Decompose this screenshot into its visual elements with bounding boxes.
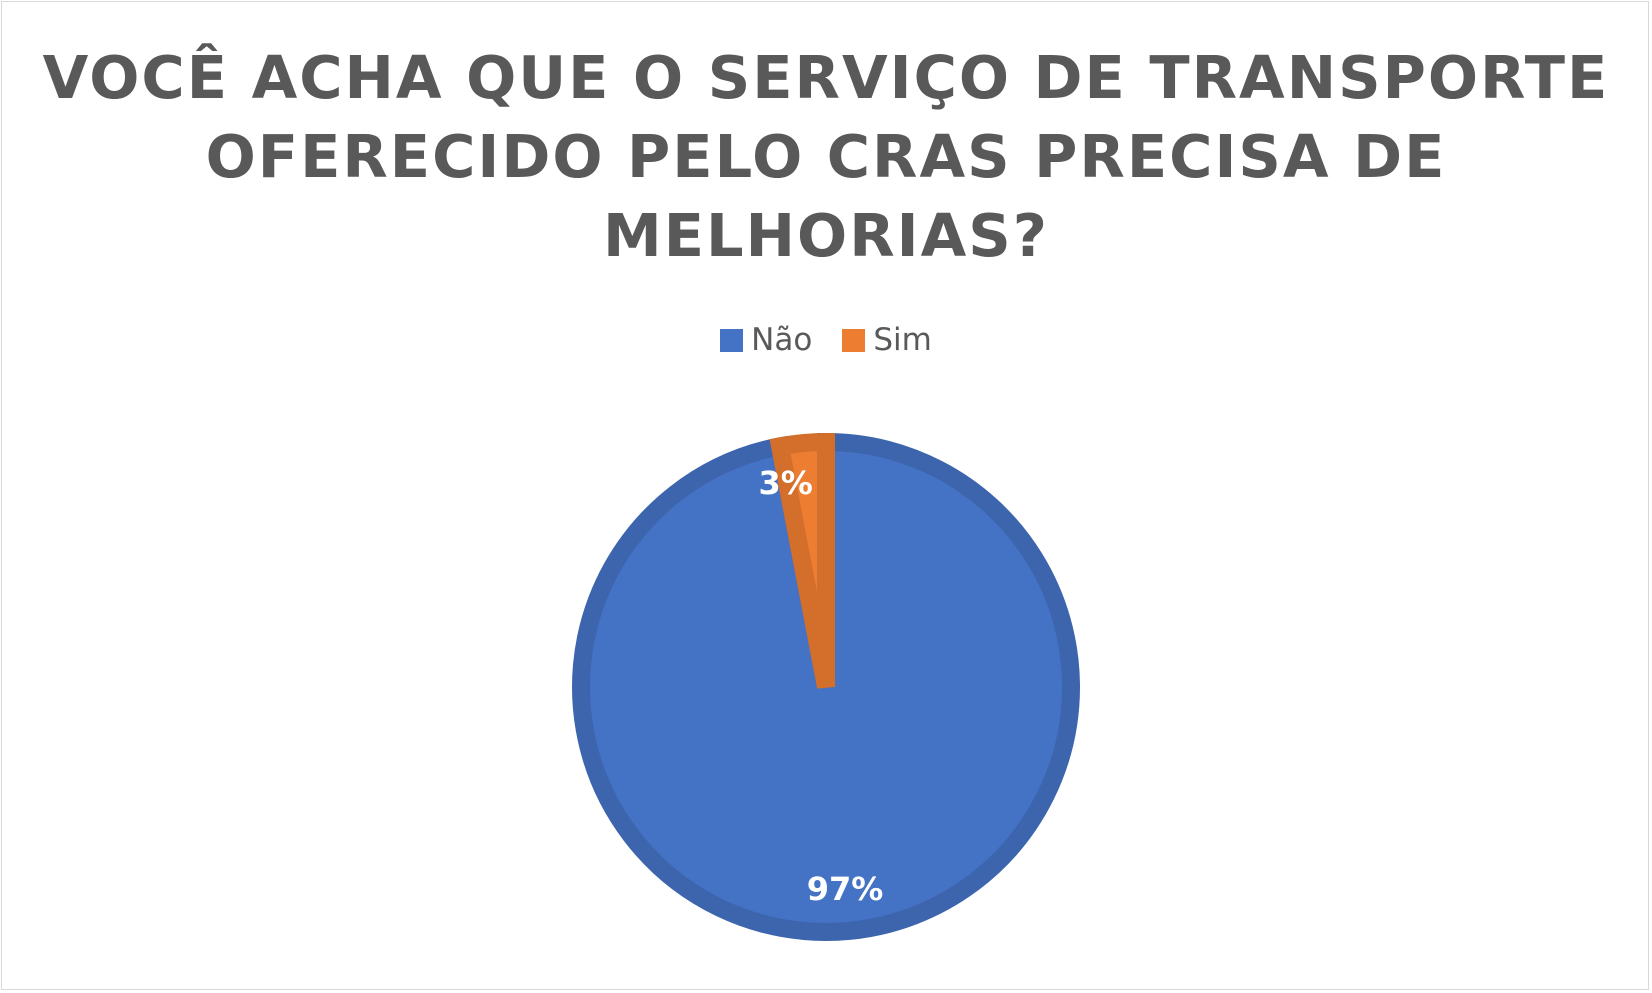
pie-label-sim: 3% [758,464,812,502]
pie-label-nao: 97% [807,870,884,908]
